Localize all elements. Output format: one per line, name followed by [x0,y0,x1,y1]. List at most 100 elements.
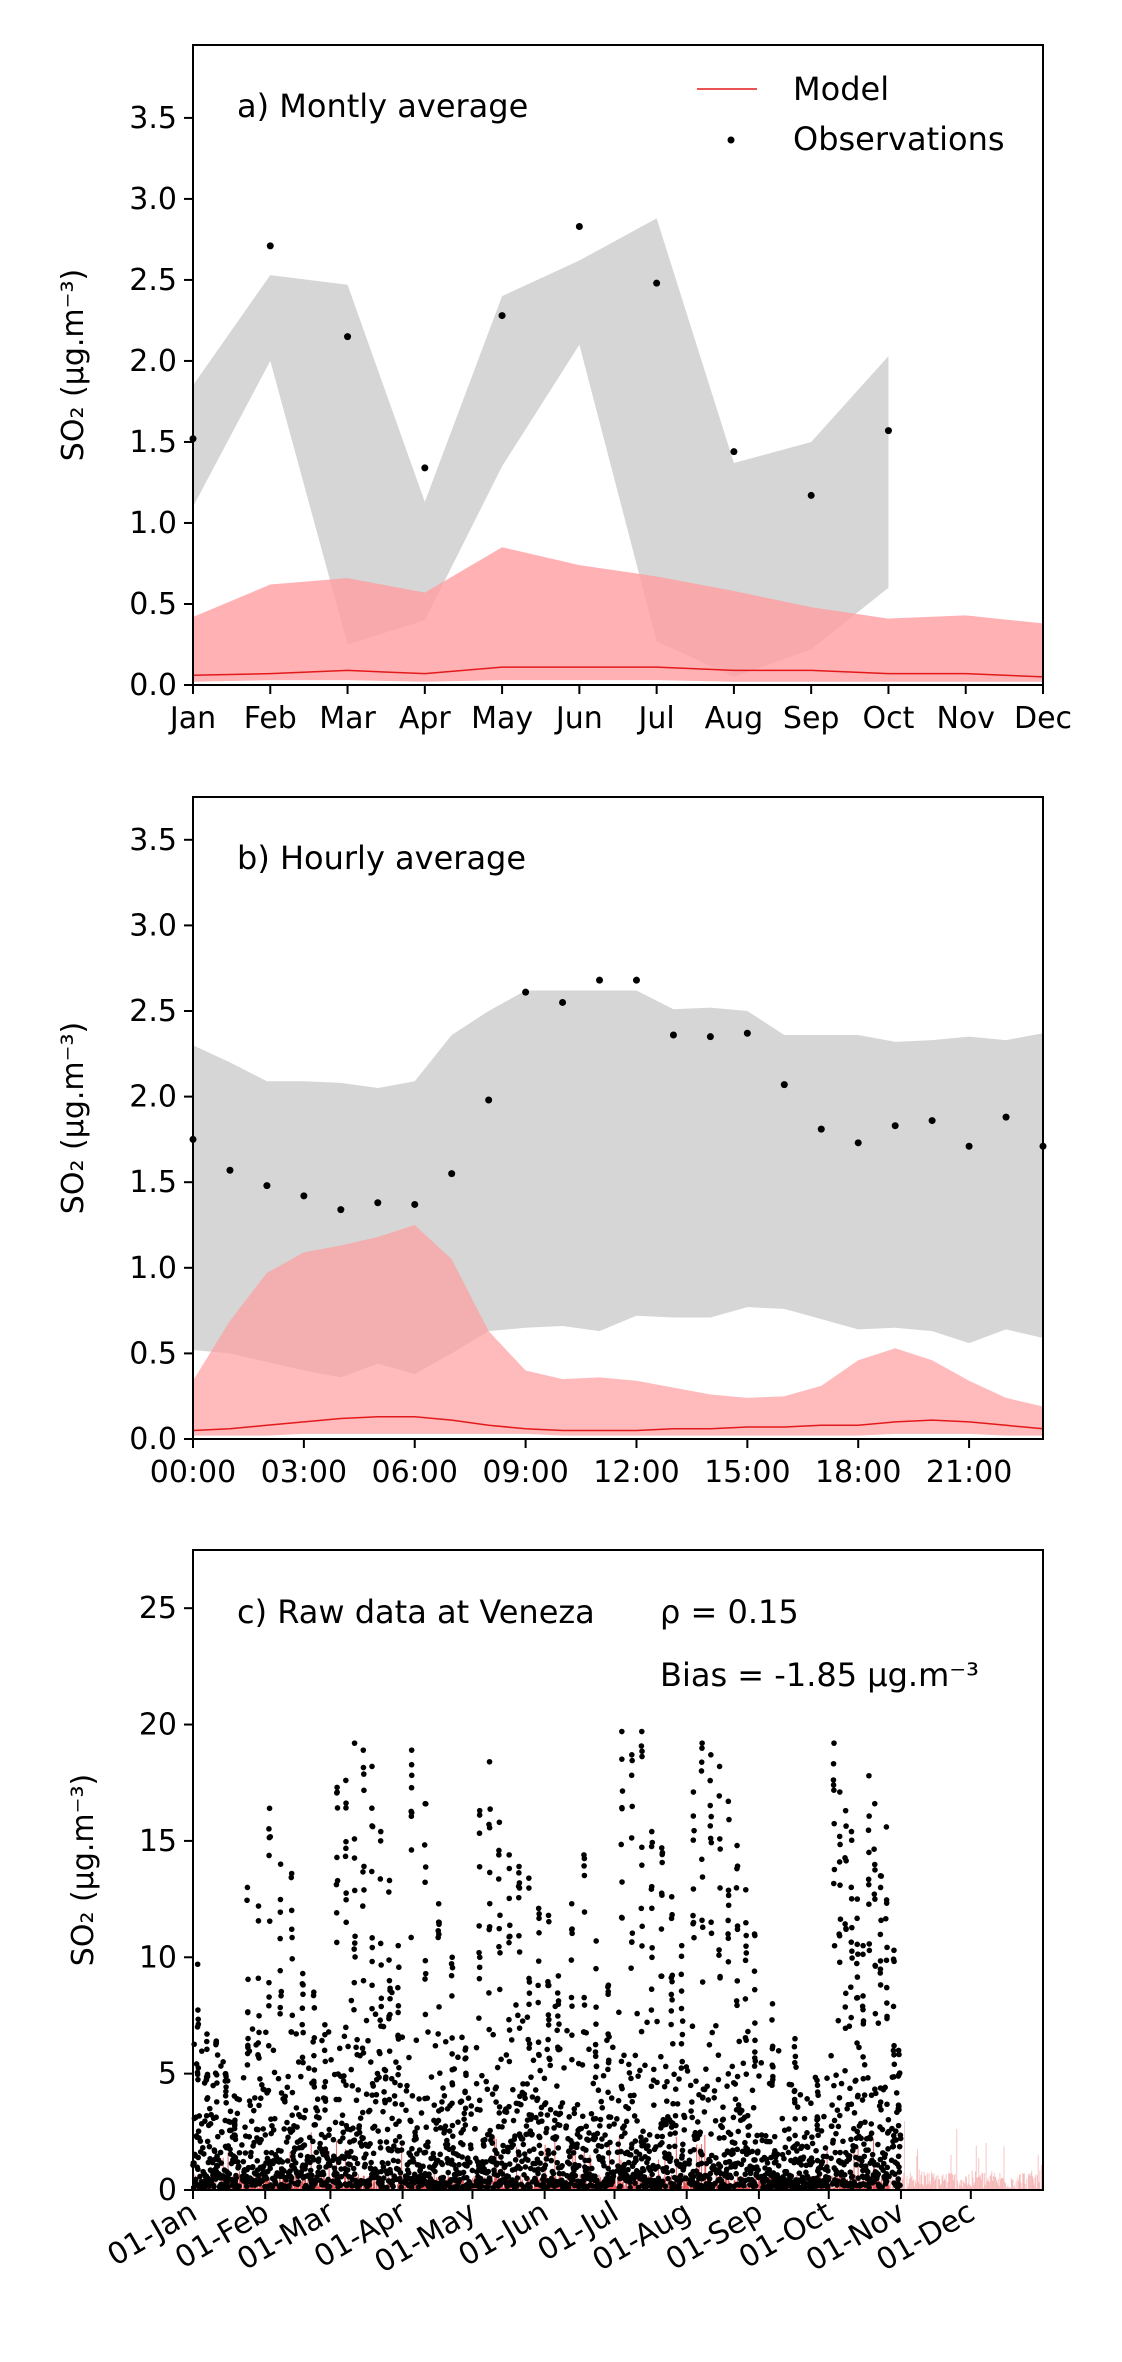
observation-point [662,2063,669,2070]
observation-point [521,2091,528,2097]
observation-point [701,2109,708,2115]
observation-point [690,1912,696,1919]
observation-point [476,1807,483,1814]
observation-point [668,1991,675,1998]
observation-point [846,2023,853,2030]
observation-point [816,2171,823,2177]
observation-point [707,1823,714,1829]
observation-point [516,1880,523,1886]
observation-point [526,1885,532,1891]
observation-point [621,2052,627,2059]
observation-point [476,2015,482,2021]
observation-point [526,2001,532,2008]
observation-point [860,2075,867,2082]
observation-point [350,2165,357,2172]
hourly-axes-frame [192,796,1044,1440]
observation-point [559,2162,565,2169]
observation-point [618,2148,624,2155]
observation-point [506,2161,513,2167]
observation-point [723,2166,730,2173]
observation-point [708,1752,714,1758]
observation-point [336,2045,343,2052]
observation-point [514,2175,521,2181]
observation-point [520,2141,527,2148]
observation-point [203,2112,210,2119]
observation-point [213,2038,220,2044]
observation-point [801,2115,808,2122]
observation-point [698,1768,705,1774]
observation-point [311,1989,317,1995]
observation-point [416,2147,423,2153]
observation-point [396,2064,402,2071]
observation-point [797,2091,804,2098]
observation-point [195,2128,202,2135]
observation-point [285,2073,291,2080]
observation-point [860,1951,866,1958]
monthly-y-tick-label: 1.5 [129,425,177,460]
observation-point [792,2132,798,2139]
observation-point [570,2149,577,2156]
observation-point [671,2071,677,2078]
monthly-x-tick-label: Jul [637,701,675,736]
observation-point [832,2149,839,2156]
observation-point [496,1943,502,1950]
observation-point [232,2133,238,2139]
observation-point [649,1839,656,1846]
observation-point [804,2144,811,2151]
observation-point [708,2131,714,2137]
observation-point [513,2183,520,2190]
observation-point [829,2102,835,2108]
observation-point [792,2053,799,2060]
observation-point [882,2084,888,2091]
observation-point [512,2133,518,2139]
observation-point [825,2168,831,2174]
observation-point [581,1863,587,1869]
observation-point [341,2073,347,2079]
observation-point [277,1967,284,1974]
observation-point [896,2164,902,2170]
observation-point [392,2101,399,2107]
observation-point [724,2083,730,2089]
observation-point [278,2090,285,2096]
observation-point [512,2157,519,2163]
observation-point [875,2171,882,2177]
observation-point [278,1988,285,1995]
observation-point [226,1166,234,1174]
observation-point [664,2078,670,2085]
observation-point [287,2168,293,2174]
observation-point [741,2183,747,2189]
observation-point [533,2114,539,2121]
observation-point [215,2133,221,2140]
observation-point [305,2065,312,2072]
observation-point [422,1800,428,1807]
observation-point [356,2129,363,2136]
observation-point [697,2129,704,2136]
observation-point [386,1957,392,1963]
observation-point [197,2138,204,2144]
observation-point [499,2124,505,2130]
observation-point [896,2051,902,2058]
observation-point [514,2108,520,2114]
observation-point [559,2100,566,2106]
observation-point [678,2177,684,2183]
raw-y-axis-label: SO₂ (μg.m⁻³) [66,1774,101,1966]
observation-point [522,988,530,996]
observation-point [357,2115,364,2121]
observation-point [360,1869,366,1875]
observation-point [853,2077,859,2084]
observation-point [349,2083,356,2089]
observation-point [234,2110,241,2117]
observation-point [716,1763,723,1770]
observation-point [862,2119,868,2125]
observation-point [869,2151,876,2158]
raw-x-axis: 01-Jan01-Feb01-Mar01-Apr01-May01-Jun01-J… [102,2190,981,2280]
observation-point [871,1846,877,1852]
observation-point [391,2093,398,2099]
observation-point [831,1740,837,1746]
observation-point [881,2160,887,2167]
observation-point [830,2137,836,2144]
observation-point [461,2110,468,2117]
observation-point [408,1813,415,1820]
observation-point [218,2160,225,2166]
observation-point [896,2107,902,2113]
